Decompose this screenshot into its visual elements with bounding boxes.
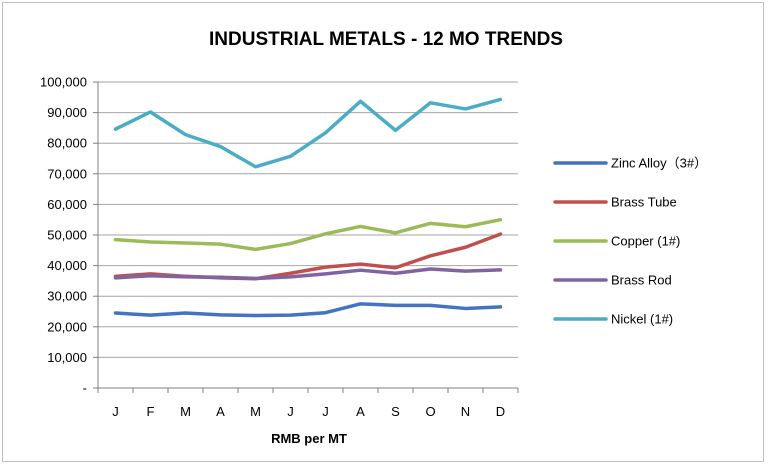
series-line bbox=[113, 97, 503, 169]
y-axis: - 10,000 20,000 30,000 40,000 50,000 60,000 70,… bbox=[40, 75, 99, 396]
chart-title: INDUSTRIAL METALS - 12 MO TRENDS bbox=[209, 29, 563, 50]
x-tick-label: S bbox=[391, 404, 400, 419]
legend-label: Brass Tube bbox=[611, 195, 677, 210]
y-tick-label: 100,000 bbox=[40, 75, 87, 90]
y-tick-label: 60,000 bbox=[47, 197, 87, 212]
legend-label: Brass Rod bbox=[611, 273, 672, 288]
series-line bbox=[113, 217, 503, 252]
chart-frame: INDUSTRIAL METALS - 12 MO TRENDS - 10,000… bbox=[2, 2, 764, 462]
x-tick-label: M bbox=[250, 404, 261, 419]
line-chart: INDUSTRIAL METALS - 12 MO TRENDS - 10,000… bbox=[40, 29, 707, 446]
y-tick-label: 30,000 bbox=[47, 289, 87, 304]
series-line bbox=[113, 267, 503, 281]
legend-label: Nickel (1#) bbox=[611, 312, 673, 327]
x-tick-label: F bbox=[147, 404, 155, 419]
x-tick-label: N bbox=[461, 404, 470, 419]
x-tick-label: J bbox=[287, 404, 294, 419]
series-line bbox=[113, 232, 503, 281]
x-tick-label: A bbox=[356, 404, 365, 419]
y-tick-label: 20,000 bbox=[47, 319, 87, 334]
legend-label: Copper (1#) bbox=[611, 234, 680, 249]
gridlines bbox=[98, 81, 518, 358]
x-tick-label: M bbox=[180, 404, 191, 419]
x-tick-label: J bbox=[322, 404, 329, 419]
series-lines bbox=[113, 97, 503, 318]
legend-label: Zinc Alloy（3#） bbox=[611, 156, 707, 171]
x-axis-title: RMB per MT bbox=[271, 431, 347, 446]
y-tick-label: 40,000 bbox=[47, 258, 87, 273]
y-tick-label: 90,000 bbox=[47, 105, 87, 120]
x-tick-label: D bbox=[496, 404, 505, 419]
y-tick-label: 50,000 bbox=[47, 228, 87, 243]
x-tick-label: A bbox=[216, 404, 225, 419]
x-tick-label: J bbox=[112, 404, 119, 419]
y-tick-label: 10,000 bbox=[47, 350, 87, 365]
x-tick-label: O bbox=[425, 404, 435, 419]
y-tick-label: 80,000 bbox=[47, 136, 87, 151]
y-tick-label: 70,000 bbox=[47, 166, 87, 181]
series-line bbox=[113, 302, 503, 318]
y-tick-label: - bbox=[83, 381, 87, 396]
legend: Zinc Alloy（3#） Brass Tube Copper (1#) Brass… bbox=[553, 156, 707, 327]
